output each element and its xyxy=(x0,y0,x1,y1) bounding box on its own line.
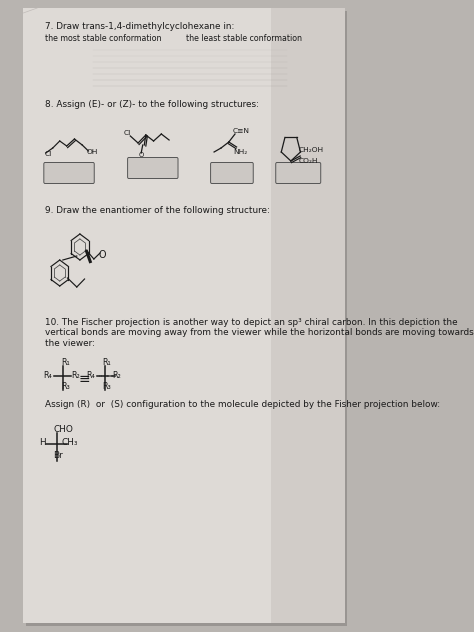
Text: CH₂OH: CH₂OH xyxy=(299,147,324,153)
Text: CH₃: CH₃ xyxy=(61,438,78,447)
Text: R₂: R₂ xyxy=(112,371,121,380)
Text: O: O xyxy=(99,250,106,260)
Text: R₁: R₁ xyxy=(102,358,111,367)
Text: CO₂H: CO₂H xyxy=(299,158,318,164)
Text: R₄: R₄ xyxy=(44,371,52,380)
Text: O: O xyxy=(139,152,144,158)
Text: the least stable conformation: the least stable conformation xyxy=(186,34,302,43)
Text: 8. Assign (E)- or (Z)- to the following structures:: 8. Assign (E)- or (Z)- to the following … xyxy=(45,100,259,109)
Text: OH: OH xyxy=(87,149,98,155)
Text: the most stable conformation: the most stable conformation xyxy=(45,34,162,43)
FancyBboxPatch shape xyxy=(128,157,178,178)
Text: R₄: R₄ xyxy=(86,371,95,380)
Text: 7. Draw trans-1,4-dimethylcyclohexane in:: 7. Draw trans-1,4-dimethylcyclohexane in… xyxy=(45,22,234,31)
FancyBboxPatch shape xyxy=(272,8,345,623)
Text: 10. The Fischer projection is another way to depict an sp³ chiral carbon. In thi: 10. The Fischer projection is another wa… xyxy=(45,318,474,348)
Text: Cl: Cl xyxy=(45,151,52,157)
Text: R₁: R₁ xyxy=(61,358,70,367)
Text: CHO: CHO xyxy=(54,425,73,434)
Text: NH₂: NH₂ xyxy=(234,149,248,155)
FancyBboxPatch shape xyxy=(44,162,94,183)
Text: Assign (R)  or  (S) configuration to the molecule depicted by the Fisher project: Assign (R) or (S) configuration to the m… xyxy=(45,400,440,409)
Text: R₂: R₂ xyxy=(72,371,80,380)
Text: Br: Br xyxy=(54,451,63,460)
FancyBboxPatch shape xyxy=(26,11,347,626)
Text: R₃: R₃ xyxy=(61,382,70,391)
FancyBboxPatch shape xyxy=(210,162,253,183)
Text: Cl: Cl xyxy=(124,130,131,136)
Text: ≡: ≡ xyxy=(78,372,90,386)
FancyBboxPatch shape xyxy=(276,162,321,183)
Text: C≡N: C≡N xyxy=(233,128,250,134)
Text: 9. Draw the enantiomer of the following structure:: 9. Draw the enantiomer of the following … xyxy=(45,206,270,215)
Text: R₃: R₃ xyxy=(102,382,111,391)
Text: H: H xyxy=(39,438,46,447)
FancyBboxPatch shape xyxy=(23,8,345,623)
